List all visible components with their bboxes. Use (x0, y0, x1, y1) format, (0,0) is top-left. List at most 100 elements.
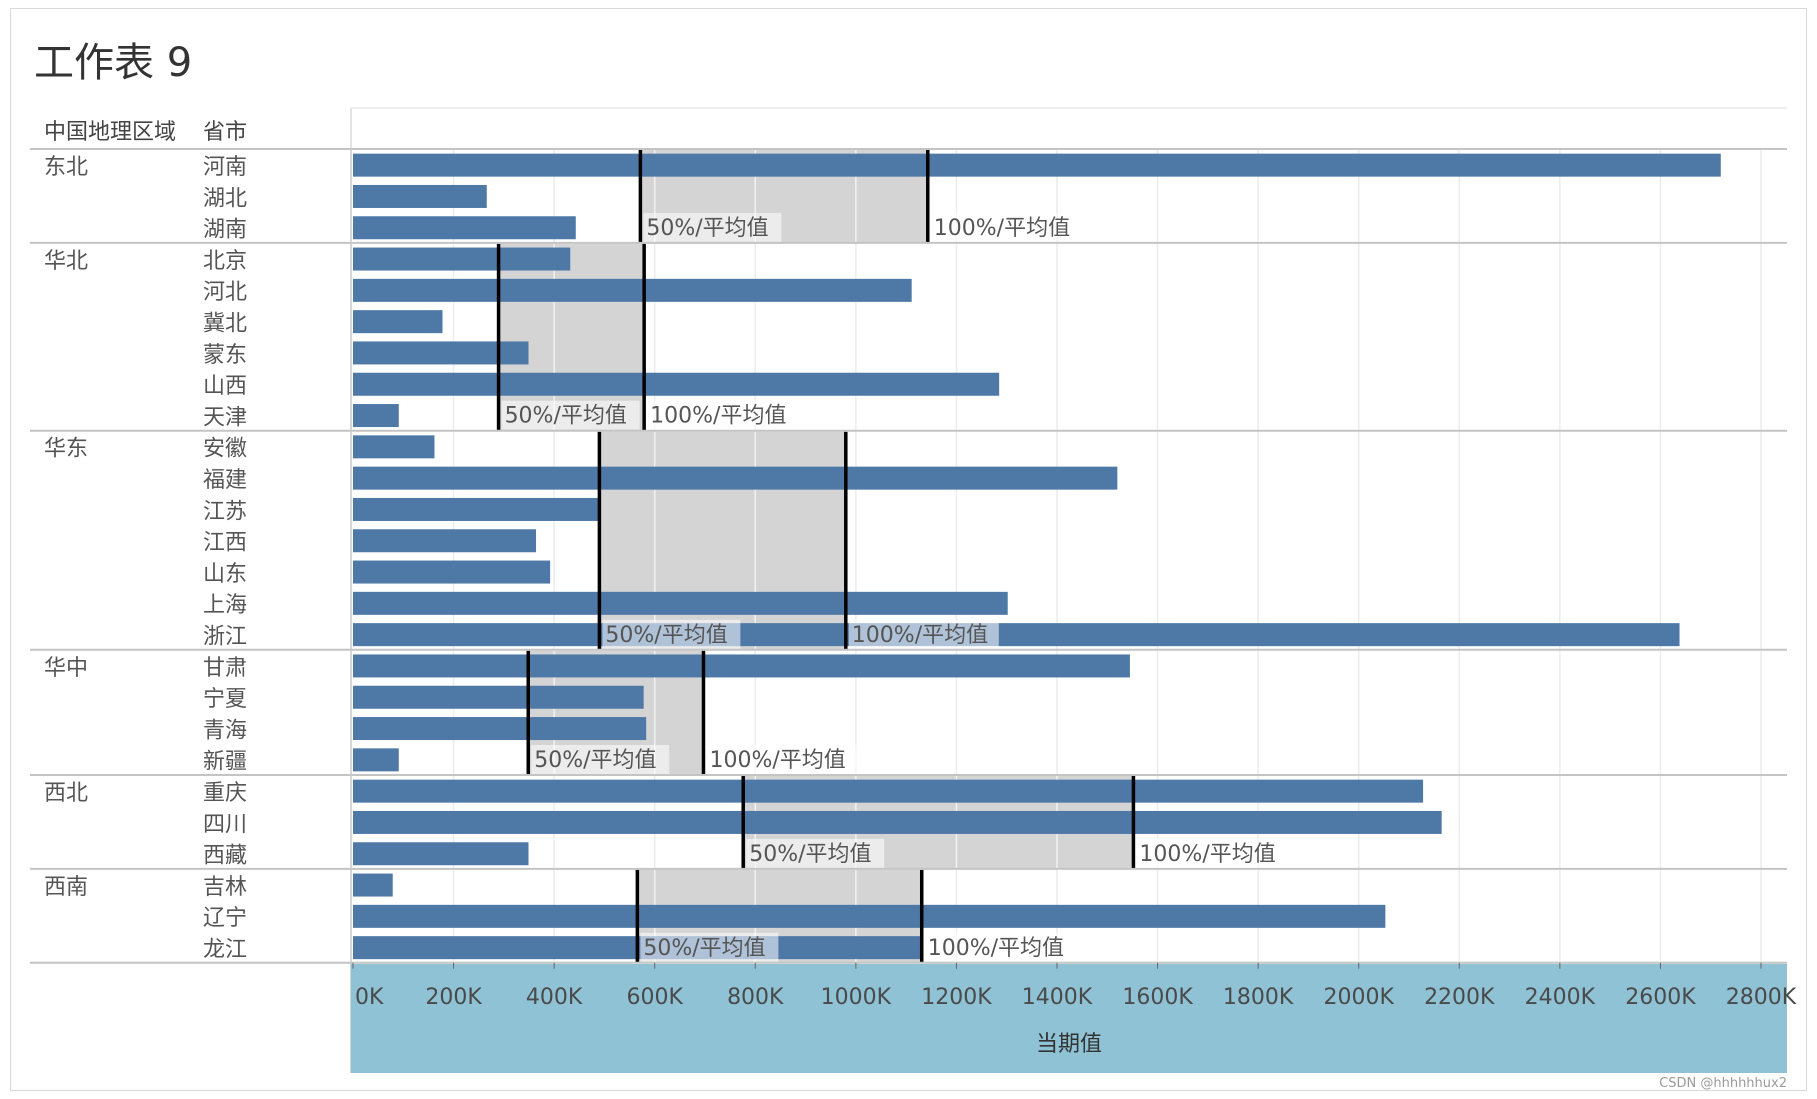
bar-宁夏[interactable] (353, 685, 644, 709)
bar-冀北[interactable] (353, 310, 443, 334)
reference-label-50pct: 50%/平均值 (534, 748, 656, 773)
bar-辽宁[interactable] (353, 904, 1386, 928)
x-tick-label: 2400K (1525, 985, 1596, 1010)
watermark: CSDN @hhhhhhux2 (1659, 1076, 1787, 1091)
x-tick-label: 2200K (1424, 985, 1495, 1010)
reference-label-bg (643, 212, 782, 242)
region-column-header: 中国地理区域 (44, 120, 176, 145)
province-label: 湖北 (203, 186, 247, 211)
region-label: 华东 (44, 437, 88, 462)
province-label: 山西 (203, 374, 247, 399)
province-label: 河北 (203, 280, 247, 305)
bar-上海[interactable] (353, 591, 1008, 615)
bar-江苏[interactable] (353, 497, 600, 521)
reference-band (498, 243, 645, 431)
reference-label-bg (647, 400, 798, 430)
province-label: 青海 (203, 718, 247, 743)
reference-label-50pct: 50%/平均值 (749, 842, 871, 867)
reference-band (599, 431, 846, 650)
reference-label-100pct: 100%/平均值 (1139, 842, 1275, 867)
reference-label-bg (746, 838, 885, 868)
reference-label-bg (930, 212, 1081, 242)
bar-天津[interactable] (353, 404, 399, 428)
reference-label-50pct: 50%/平均值 (646, 216, 768, 241)
x-tick-label: 400K (526, 985, 583, 1010)
province-label: 辽宁 (203, 906, 247, 931)
province-label: 浙江 (203, 625, 247, 650)
bar-湖北[interactable] (353, 184, 487, 208)
bar-河南[interactable] (353, 153, 1721, 177)
province-label: 北京 (203, 249, 247, 274)
province-label: 江西 (203, 531, 247, 556)
bar-青海[interactable] (353, 717, 647, 741)
reference-label-100pct: 100%/平均值 (650, 404, 786, 429)
bar-重庆[interactable] (353, 779, 1424, 803)
province-label: 蒙东 (203, 343, 247, 368)
bar-四川[interactable] (353, 810, 1442, 834)
reference-label-50pct: 50%/平均值 (643, 936, 765, 961)
reference-label-bg (602, 619, 741, 649)
bar-北京[interactable] (353, 247, 571, 271)
province-label: 福建 (203, 468, 247, 493)
reference-label-50pct: 50%/平均值 (505, 404, 627, 429)
province-label: 四川 (203, 812, 247, 837)
province-label: 安徽 (203, 437, 247, 462)
bar-江西[interactable] (353, 529, 537, 553)
x-axis-title: 当期值 (1036, 1032, 1102, 1057)
x-axis-area[interactable] (351, 964, 1787, 1073)
x-tick-label: 0K (355, 985, 384, 1010)
bar-山西[interactable] (353, 372, 1000, 396)
province-label: 山东 (203, 562, 247, 587)
province-label: 龙江 (203, 938, 247, 963)
bar-湖南[interactable] (353, 216, 576, 240)
x-tick-label: 1800K (1223, 985, 1294, 1010)
region-label: 西南 (44, 875, 88, 900)
bar-蒙东[interactable] (353, 341, 529, 365)
province-column-header: 省市 (203, 120, 247, 145)
reference-label-bg (640, 932, 779, 962)
x-tick-label: 800K (727, 985, 784, 1010)
bar-吉林[interactable] (353, 873, 393, 897)
region-label: 华中 (44, 656, 88, 681)
province-label: 新疆 (203, 750, 247, 775)
province-label: 宁夏 (203, 687, 247, 712)
region-label: 东北 (44, 155, 88, 180)
reference-label-bg (924, 932, 1075, 962)
worksheet-frame (10, 8, 1807, 1091)
bar-福建[interactable] (353, 466, 1118, 490)
x-tick-label: 1000K (821, 985, 892, 1010)
reference-label-bg (1136, 838, 1287, 868)
bar-浙江[interactable] (353, 623, 1680, 647)
reference-label-bg (848, 619, 999, 649)
province-label: 甘肃 (203, 656, 247, 681)
x-tick-label: 2000K (1324, 985, 1395, 1010)
reference-label-100pct: 100%/平均值 (852, 623, 988, 648)
bar-新疆[interactable] (353, 748, 399, 772)
x-tick-label: 200K (425, 985, 482, 1010)
bar-安徽[interactable] (353, 435, 435, 459)
bar-甘肃[interactable] (353, 654, 1130, 678)
worksheet-title: 工作表 9 (34, 40, 193, 86)
bar-河北[interactable] (353, 278, 912, 302)
reference-label-50pct: 50%/平均值 (605, 623, 727, 648)
reference-label-100pct: 100%/平均值 (709, 748, 845, 773)
province-label: 西藏 (203, 844, 247, 869)
province-label: 重庆 (203, 781, 247, 806)
province-label: 江苏 (203, 499, 247, 524)
x-tick-label: 600K (627, 985, 684, 1010)
reference-label-bg (501, 400, 640, 430)
reference-label-100pct: 100%/平均值 (928, 936, 1064, 961)
bar-山东[interactable] (353, 560, 551, 584)
province-label: 上海 (203, 593, 247, 618)
province-label: 吉林 (203, 875, 247, 900)
reference-label-bg (531, 745, 670, 774)
x-tick-label: 2600K (1625, 985, 1696, 1010)
x-tick-label: 1400K (1022, 985, 1093, 1010)
x-tick-label: 1600K (1122, 985, 1193, 1010)
bar-西藏[interactable] (353, 842, 529, 866)
region-label: 西北 (44, 781, 88, 806)
x-tick-label: 2800K (1726, 985, 1797, 1010)
province-label: 湖南 (203, 218, 247, 243)
province-label: 冀北 (203, 312, 247, 337)
